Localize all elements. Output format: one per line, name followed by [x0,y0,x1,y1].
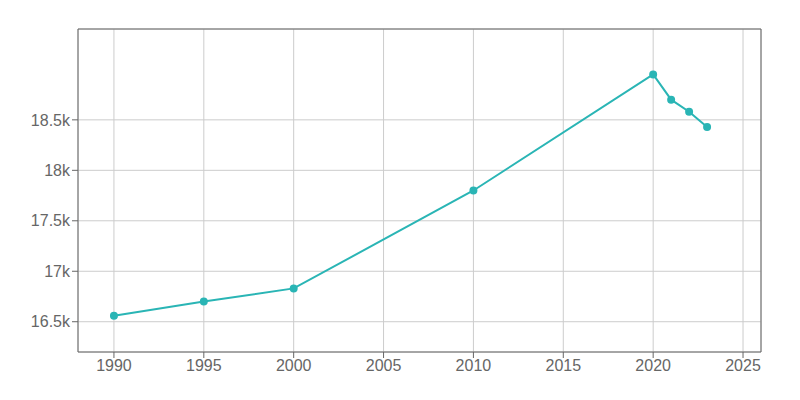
svg-text:18k: 18k [44,162,71,179]
svg-text:2025: 2025 [725,357,761,374]
svg-text:17.5k: 17.5k [31,212,71,229]
svg-text:2005: 2005 [366,357,402,374]
svg-text:1990: 1990 [96,357,132,374]
svg-text:16.5k: 16.5k [31,313,71,330]
svg-text:2015: 2015 [545,357,581,374]
svg-text:1995: 1995 [186,357,222,374]
svg-text:2000: 2000 [276,357,312,374]
svg-text:2020: 2020 [635,357,671,374]
svg-text:17k: 17k [44,263,71,280]
svg-text:2010: 2010 [456,357,492,374]
svg-text:18.5k: 18.5k [31,112,71,129]
